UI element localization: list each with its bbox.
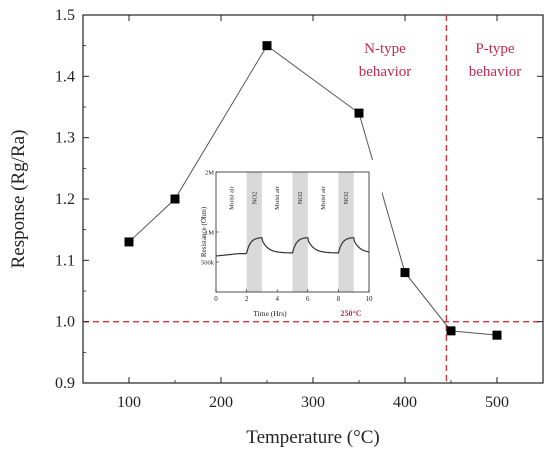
- x-tick-label: 200: [209, 394, 233, 411]
- inset-x-ticks: 0 2 4 6 8 10: [214, 289, 373, 303]
- data-point: [492, 330, 502, 340]
- inset-x-tick-label: 10: [366, 295, 374, 303]
- inset-chart: Moist air NO2 Moist air NO2 Moist air NO2 0 2 4…: [200, 160, 382, 318]
- inset-x-axis-title: Time (Hrs): [253, 309, 287, 318]
- data-point: [400, 268, 410, 278]
- data-point: [170, 194, 180, 204]
- inset-region-labels: Moist air NO2 Moist air NO2 Moist air NO2: [228, 185, 350, 209]
- no2-band: [338, 172, 354, 292]
- inset-region-label: NO2: [251, 192, 258, 205]
- inset-resistance-curve: [215, 237, 370, 257]
- y-tick-label: 1.3: [55, 130, 75, 147]
- x-tick-label: 500: [485, 394, 509, 411]
- y-axis-title: Response (Rg/Ra): [8, 130, 29, 269]
- inset-y-tick-label: 2M: [205, 170, 214, 177]
- y-tick-label: 1.1: [55, 252, 75, 269]
- p-type-label-line1: P-type: [475, 41, 515, 57]
- inset-region-label: Moist air: [228, 185, 235, 209]
- p-type-label-line2: behavior: [469, 64, 521, 80]
- inset-x-tick-label: 8: [337, 295, 341, 303]
- inset-region-label: NO2: [343, 192, 350, 205]
- no2-band: [292, 172, 308, 292]
- data-markers: [124, 41, 502, 340]
- inset-region-label: Moist air: [274, 185, 281, 209]
- inset-y-tick-label: 1M: [205, 230, 214, 237]
- inset-x-tick-label: 4: [275, 295, 279, 303]
- inset-y-ticks: 500k 1M 2M: [201, 170, 219, 267]
- x-tick-label: 300: [301, 394, 325, 411]
- y-tick-label: 1.5: [55, 7, 75, 24]
- inset-temperature-label: 250°C: [341, 309, 362, 318]
- x-tick-label: 400: [393, 394, 417, 411]
- inset-y-tick-label: 500k: [201, 260, 215, 267]
- inset-y-axis-title: Resistance (Ohm): [200, 206, 208, 257]
- data-point: [262, 41, 272, 51]
- data-point: [446, 326, 456, 336]
- inset-x-tick-label: 0: [214, 295, 218, 303]
- x-axis-title: Temperature (°C): [246, 427, 379, 448]
- n-type-label-line2: behavior: [359, 64, 411, 80]
- n-type-label-line1: N-type: [364, 41, 406, 57]
- y-tick-label: 1.0: [55, 314, 75, 331]
- y-axis-ticks: 0.9 1.0 1.1 1.2 1.3 1.4 1.5: [55, 7, 543, 392]
- inset-x-tick-label: 6: [306, 295, 310, 303]
- x-axis-ticks: 100 200 300 400 500: [117, 15, 544, 411]
- y-tick-label: 0.9: [55, 375, 75, 392]
- inset-x-tick-label: 2: [245, 295, 249, 303]
- y-tick-label: 1.2: [55, 191, 75, 208]
- inset-no2-bands: [246, 172, 354, 292]
- data-point: [124, 237, 134, 247]
- x-tick-label: 100: [117, 394, 141, 411]
- data-point: [354, 108, 364, 118]
- y-tick-label: 1.4: [55, 68, 75, 85]
- no2-band: [246, 172, 262, 292]
- inset-region-label: Moist air: [320, 185, 327, 209]
- inset-region-label: NO2: [297, 192, 304, 205]
